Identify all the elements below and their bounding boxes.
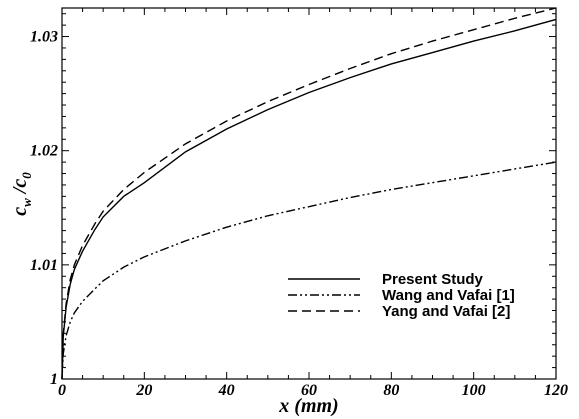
legend-label-wang-and-vafai-1: Wang and Vafai [1] <box>382 287 515 304</box>
x-tick-label: 80 <box>383 382 399 399</box>
y-tick-label: 1.03 <box>30 29 58 46</box>
x-tick-label: 0 <box>58 382 66 399</box>
x-tick-label: 120 <box>544 382 568 399</box>
y-tick-label: 1 <box>50 371 58 388</box>
series-line-present-study <box>61 18 557 380</box>
legend-label-present-study: Present Study <box>382 271 484 288</box>
tick-labels: 0 20 40 60 80 100 120 1 1.01 1.02 1.03 <box>30 29 568 399</box>
x-tick-label: 20 <box>135 382 152 399</box>
y-tick-label: 1.02 <box>30 143 58 160</box>
x-tick-label: 60 <box>301 382 317 399</box>
plot-frame <box>61 7 557 380</box>
series-group <box>61 7 557 380</box>
svg-text:cw /c0: cw /c0 <box>9 172 34 216</box>
series-line-yang-and-vafai-2 <box>61 7 557 380</box>
axis-ticks <box>61 8 557 380</box>
x-tick-label: 40 <box>218 382 235 399</box>
x-tick-label: 100 <box>462 382 486 399</box>
x-axis-title: x (mm) <box>278 395 338 417</box>
series-line-wang-and-vafai-1 <box>61 161 557 380</box>
legend-label-yang-and-vafai-2: Yang and Vafai [2] <box>382 303 510 320</box>
y-tick-label: 1.01 <box>30 257 58 274</box>
y-axis-title: cw /c0 <box>9 172 34 216</box>
